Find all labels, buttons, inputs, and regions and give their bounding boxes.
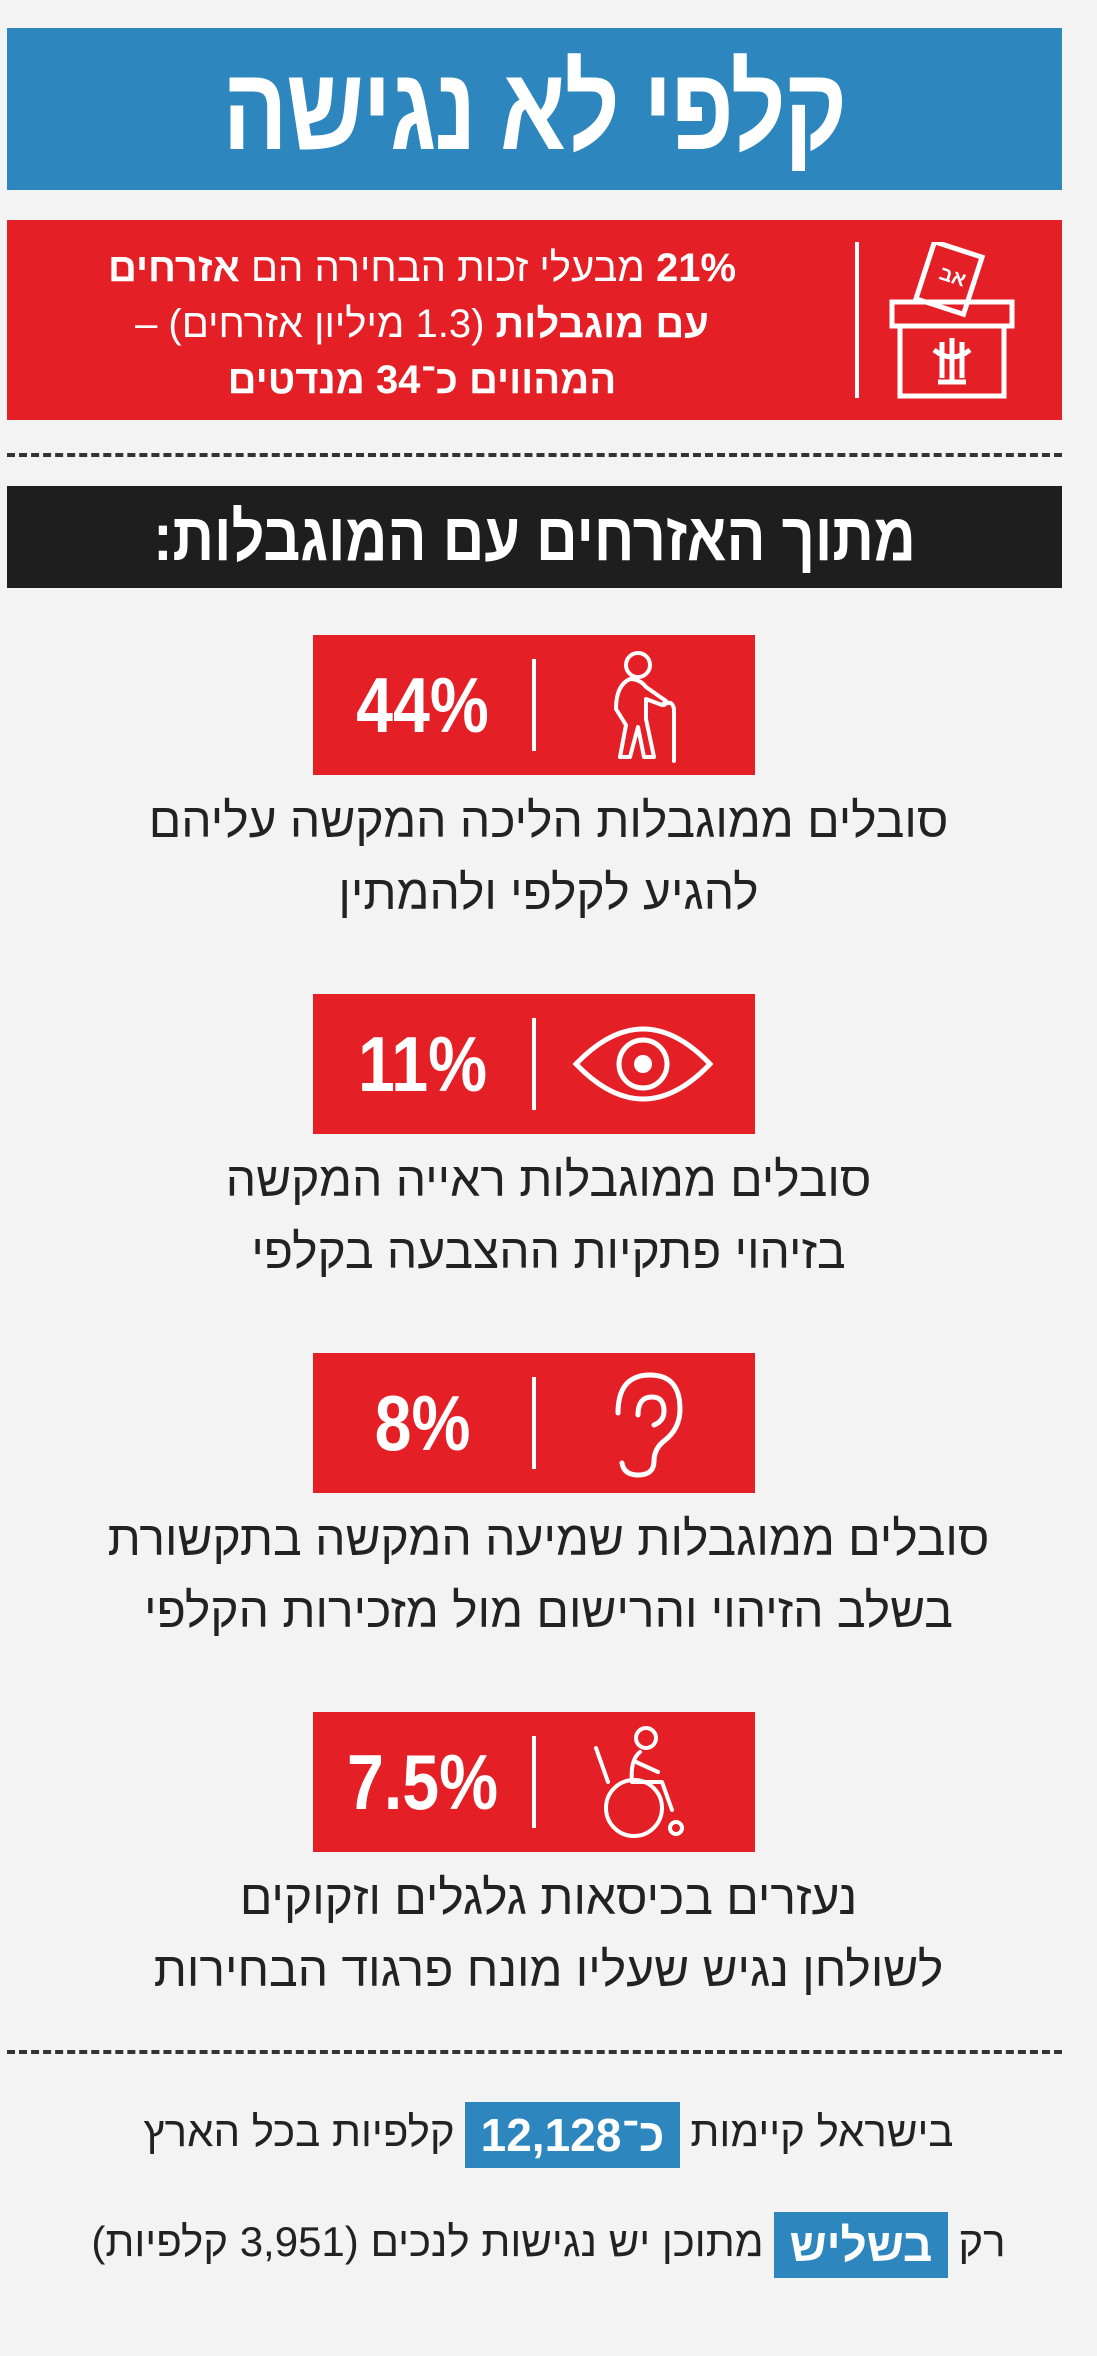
elderly-walking-cane-icon [614,651,676,763]
stat-value: 8% [374,1378,471,1467]
stat-box-vision: 11% [313,994,755,1134]
footer-line2-post: מתוכן יש נגישות לנכים (3,951 קלפיות) [91,2218,764,2266]
intro-line3: המהווים כ־34 מנדטים [227,358,617,402]
footer-line-2: רקבשלישמתוכן יש נגישות לנכים (3,951 קלפי… [0,2212,1097,2278]
eye-icon [572,1026,714,1102]
ballot-box-icon: אב [889,242,1015,399]
stat-line1: סובלים ממוגבלות ראייה המקשה [225,1154,872,1207]
footer-line1-post: קלפיות בכל הארץ [143,2108,455,2156]
intro-percentage: 21% [655,246,737,290]
dashed-divider-top [7,453,1062,457]
stat-separator [532,659,536,751]
stat-line1: סובלים ממוגבלות שמיעה המקשה בתקשורת [107,1513,990,1566]
footer-line2-pre: רק [958,2218,1006,2266]
polling-stations-count-badge: כ־12,128 [464,2102,681,2168]
subheader-title: מתוך האזרחים עם המוגבלות: [153,499,916,575]
stat-value: 11% [357,1019,488,1108]
stat-value: 7.5% [346,1737,499,1826]
stat-line2: בזיהוי פתקיות ההצבעה בקלפי [251,1226,846,1279]
subheader-banner: מתוך האזרחים עם המוגבלות: [7,486,1062,588]
footer-line1-pre: בישראל קיימות [690,2108,954,2156]
intro-divider [855,242,859,398]
wheelchair-icon [594,1726,684,1838]
ballot-slip-text: אב [936,262,968,291]
stat-description-vision: סובלים ממוגבלות ראייה המקשה בזיהוי פתקיו… [0,1145,1097,1289]
intro-line1-bold: אזרחים [107,246,240,290]
intro-box: 21% מבעלי זכות הבחירה הם אזרחים עם מוגבל… [7,220,1062,420]
stat-description-walking: סובלים ממוגבלות הליכה המקשה עליהם להגיע … [0,786,1097,930]
stat-separator [532,1377,536,1469]
stat-description-wheelchair: נעזרים בכיסאות גלגלים וזקוקים לשולחן נגי… [0,1863,1097,2007]
footer-line-1: בישראל קיימותכ־12,128קלפיות בכל הארץ [0,2102,1097,2168]
stat-line2: בשלב הזיהוי והרישום מול מזכירות הקלפי [144,1585,953,1638]
stat-box-hearing: 8% [313,1353,755,1493]
stat-value: 44% [356,660,489,749]
intro-line2-rest: (1.3 מיליון אזרחים) – [135,302,496,346]
intro-line1-mid: מבעלי זכות הבחירה הם [239,246,656,290]
stat-line1: נעזרים בכיסאות גלגלים וזקוקים [239,1872,858,1925]
stat-separator [532,1018,536,1110]
page-title: קלפי לא נגישה [222,43,848,175]
stat-line2: להגיע לקלפי ולהמתין [338,867,759,920]
stat-line2: לשולחן נגיש שעליו מונח פרגוד הבחירות [153,1944,944,1997]
intro-line2-bold: עם מוגבלות [495,302,709,346]
stat-line1: סובלים ממוגבלות הליכה המקשה עליהם [148,795,949,848]
title-banner: קלפי לא נגישה [7,28,1062,190]
stat-box-walking: 44% [313,635,755,775]
stat-box-wheelchair: 7.5% [313,1712,755,1852]
stat-separator [532,1736,536,1828]
dashed-divider-bottom [7,2050,1062,2054]
intro-text: 21% מבעלי זכות הבחירה הם אזרחים עם מוגבל… [27,240,817,408]
ear-icon [615,1372,683,1478]
stat-description-hearing: סובלים ממוגבלות שמיעה המקשה בתקשורת בשלב… [0,1504,1097,1648]
third-badge: בשליש [773,2212,949,2278]
